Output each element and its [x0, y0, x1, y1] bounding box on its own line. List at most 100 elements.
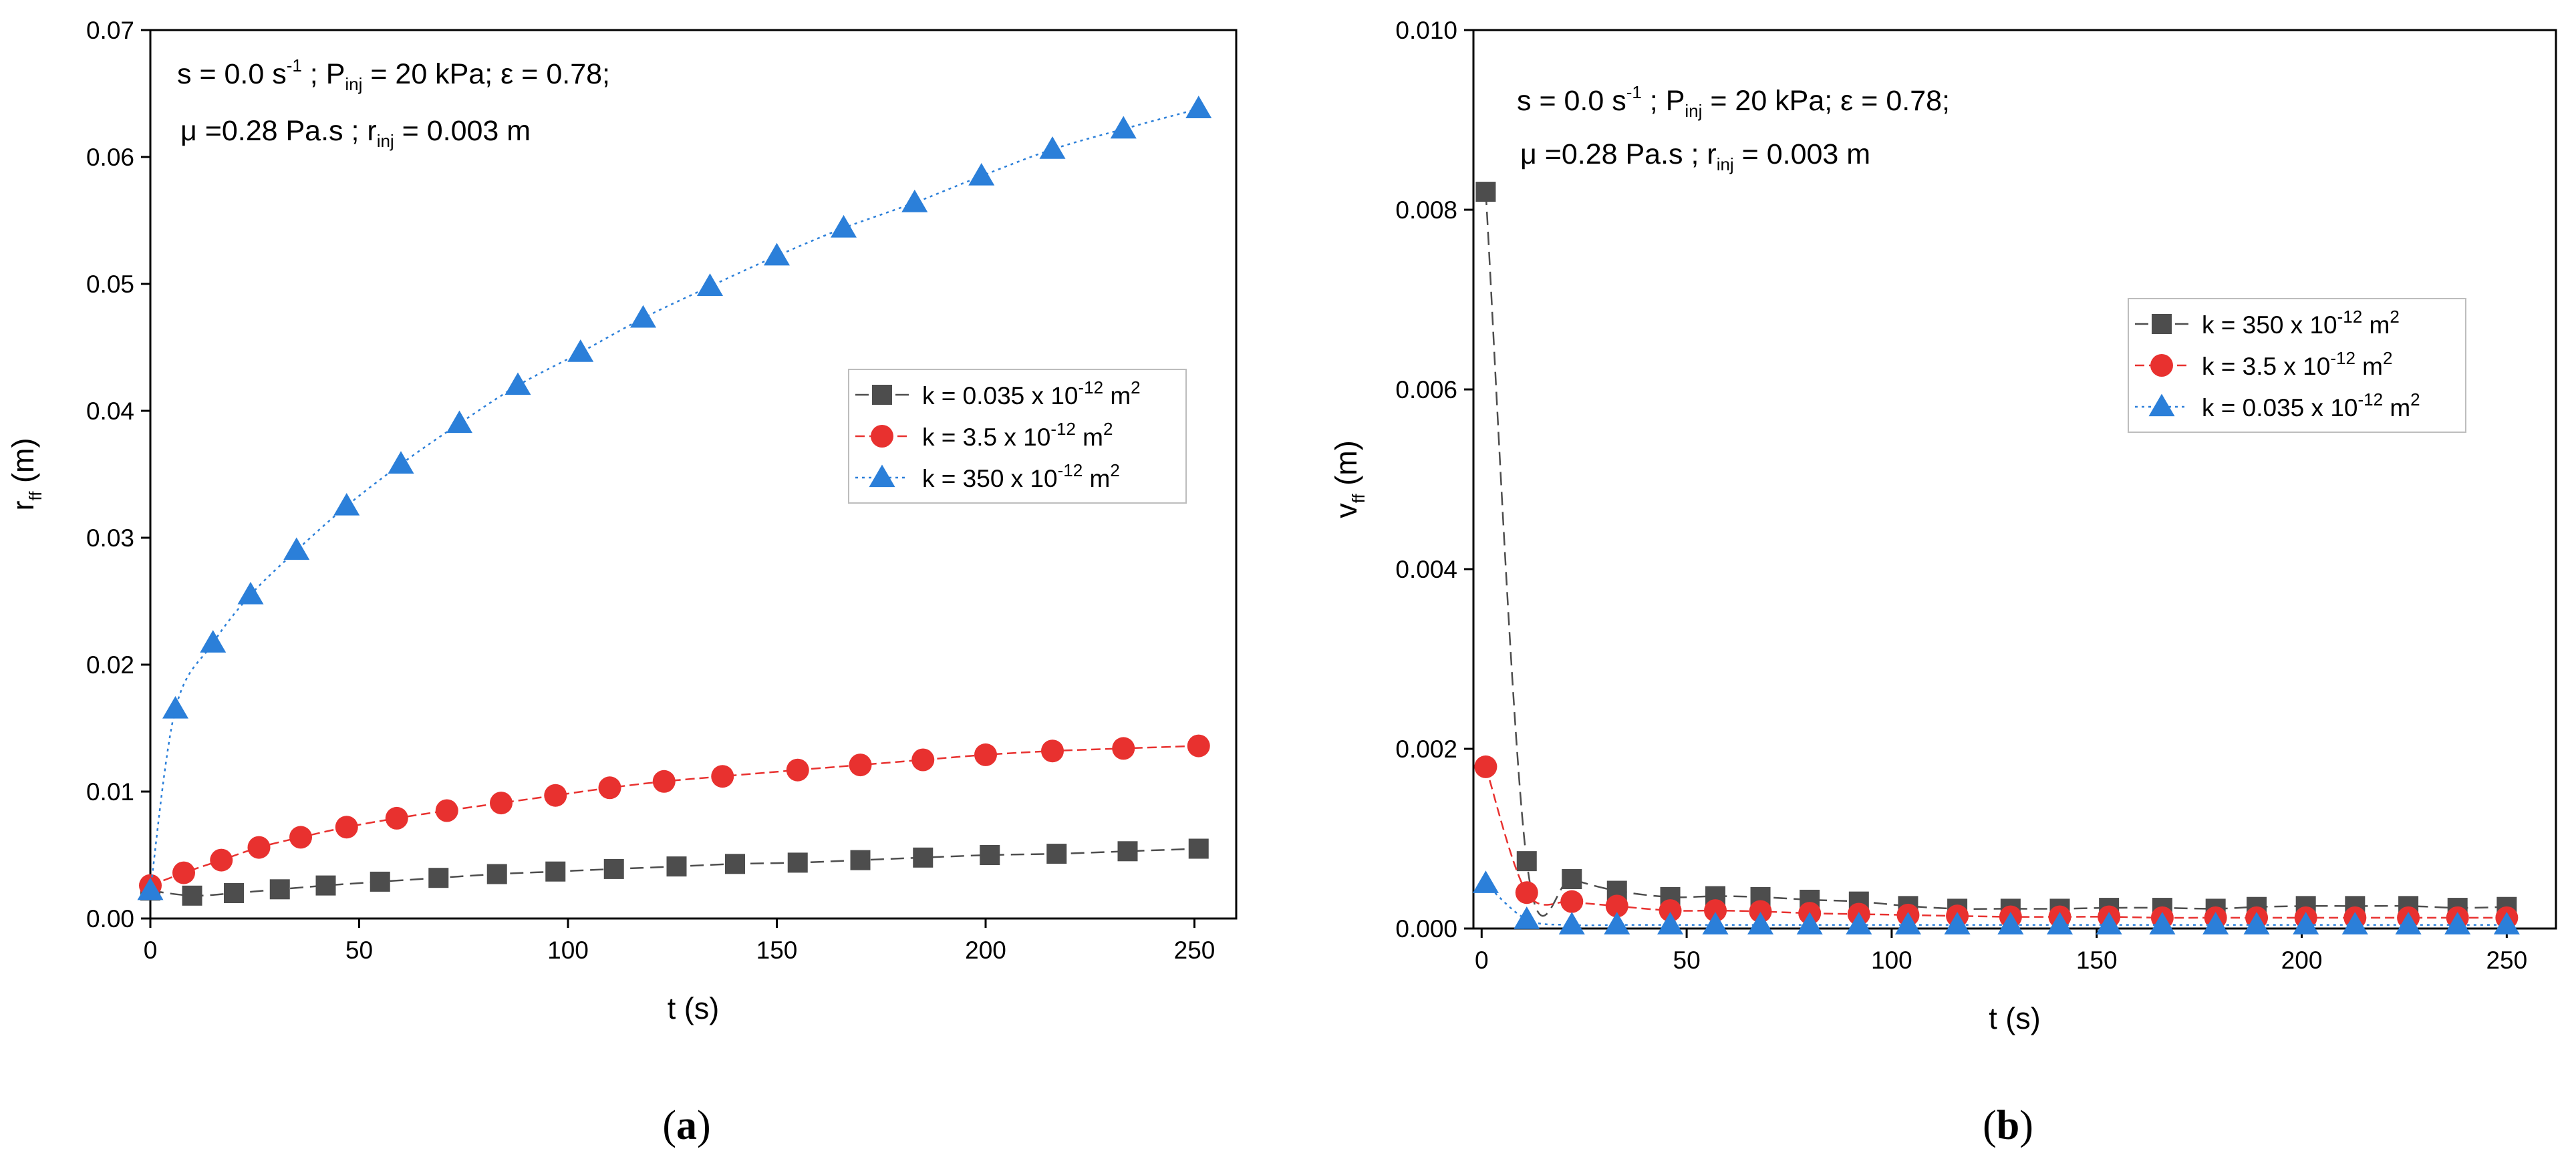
data-point [333, 492, 360, 516]
series-square-0 [1475, 182, 2517, 919]
caption-paren: ( [1983, 1103, 1997, 1148]
legend-label-sup: 2 [1110, 460, 1119, 480]
data-point [567, 339, 594, 362]
data-point [1560, 890, 1584, 913]
data-point [1117, 841, 1138, 862]
data-point [1110, 116, 1137, 139]
data-point [603, 858, 624, 879]
data-point [385, 806, 408, 830]
y-tick-label: 0.008 [1395, 196, 1457, 224]
legend-marker [871, 425, 893, 448]
data-point [162, 695, 188, 719]
data-point [2493, 912, 2520, 935]
y-axis-label-main: r [6, 500, 40, 510]
data-point [388, 451, 414, 474]
legend-label-unit: m [1083, 465, 1110, 492]
x-axis-label: t (s) [1989, 1001, 2040, 1035]
data-point [490, 792, 513, 815]
legend-label-sup: 2 [1103, 419, 1113, 439]
annotation-text: μ =0.28 Pa.s ; r [1520, 138, 1717, 170]
y-tick-label: 0.07 [86, 17, 134, 44]
data-point [1475, 182, 1496, 202]
data-point [505, 372, 531, 395]
data-point [764, 242, 790, 266]
data-point [968, 162, 995, 186]
data-point [1185, 96, 1212, 118]
legend-label: k = 0.035 x 10-12 m2 [922, 377, 1141, 409]
legend-label-unit: m [2383, 394, 2410, 422]
y-tick-label: 0.04 [86, 397, 134, 425]
legend-label-unit: m [2355, 353, 2383, 380]
data-point [137, 877, 164, 900]
data-point [1039, 136, 1066, 159]
legend-label-sup: -12 [2357, 389, 2383, 409]
data-point [849, 754, 872, 777]
data-point [182, 885, 202, 906]
data-point [428, 868, 449, 888]
x-tick-label: 100 [547, 937, 589, 964]
legend-label-unit: m [1103, 382, 1131, 409]
caption-letter: a [676, 1103, 697, 1148]
data-point [1604, 912, 1630, 935]
annotation-sup: -1 [287, 55, 302, 75]
data-point [435, 799, 458, 822]
data-point [1562, 869, 1582, 890]
data-point [1702, 912, 1729, 935]
data-point [315, 875, 336, 896]
legend-label-sup: 2 [2410, 389, 2420, 409]
caption-paren: ( [662, 1103, 676, 1148]
data-point [247, 836, 271, 859]
y-axis-label: vff (m) [1329, 440, 1369, 518]
data-point [1704, 899, 1727, 923]
data-point [1558, 912, 1585, 935]
caption-paren: ) [2019, 1103, 2033, 1148]
data-point [980, 845, 1000, 865]
data-point [2444, 912, 2471, 935]
data-point [1997, 912, 2024, 935]
legend-label-sup: -12 [1050, 419, 1076, 439]
y-tick-label: 0.02 [86, 651, 134, 679]
y-tick-label: 0.06 [86, 144, 134, 171]
legend-label: k = 0.035 x 10-12 m2 [2202, 389, 2420, 422]
legend-marker [2148, 393, 2175, 417]
data-point [2096, 912, 2122, 935]
data-point [1516, 851, 1537, 872]
data-point [974, 743, 997, 766]
data-point [630, 305, 656, 328]
y-tick-label: 0.05 [86, 271, 134, 298]
legend-label-sup: -12 [2330, 348, 2355, 368]
data-point [289, 826, 312, 849]
data-point [1657, 912, 1684, 935]
legend-marker [872, 385, 892, 405]
x-tick-label: 50 [1673, 947, 1701, 974]
x-tick-label: 200 [2281, 947, 2323, 974]
data-point [283, 537, 310, 560]
annotation-sub: inj [1685, 101, 1702, 121]
data-point [2149, 912, 2176, 935]
data-point [237, 581, 264, 605]
data-point [544, 784, 567, 807]
data-point [2395, 912, 2422, 935]
data-point [850, 850, 871, 870]
data-point [787, 852, 808, 873]
legend-label-sup: 2 [2383, 348, 2392, 368]
series-circle-1 [139, 734, 1210, 897]
annotation-text: μ =0.28 Pa.s ; r [180, 115, 377, 147]
panel-caption: (a) [662, 1103, 710, 1148]
legend-label-text: k = 0.035 x 10 [2202, 394, 2357, 422]
legend-label-text: k = 350 x 10 [2202, 311, 2337, 339]
data-point [2243, 912, 2270, 935]
x-tick-label: 0 [1475, 947, 1489, 974]
series-triangle-2 [137, 96, 1212, 900]
legend-label: k = 350 x 10-12 m2 [2202, 307, 2400, 339]
y-tick-label: 0.004 [1395, 556, 1457, 583]
y-axis-label: rff (m) [6, 438, 45, 511]
x-tick-label: 200 [965, 937, 1006, 964]
legend-label-sup: -12 [1058, 460, 1083, 480]
annotation-line-1: s = 0.0 s-1 ; Pinj = 20 kPa; ε = 0.78; [177, 55, 610, 94]
data-point [831, 214, 857, 238]
data-point [2293, 912, 2319, 935]
legend: k = 0.035 x 10-12 m2k = 3.5 x 10-12 m2k … [848, 369, 1187, 504]
data-point [172, 861, 195, 884]
data-point [486, 864, 507, 884]
